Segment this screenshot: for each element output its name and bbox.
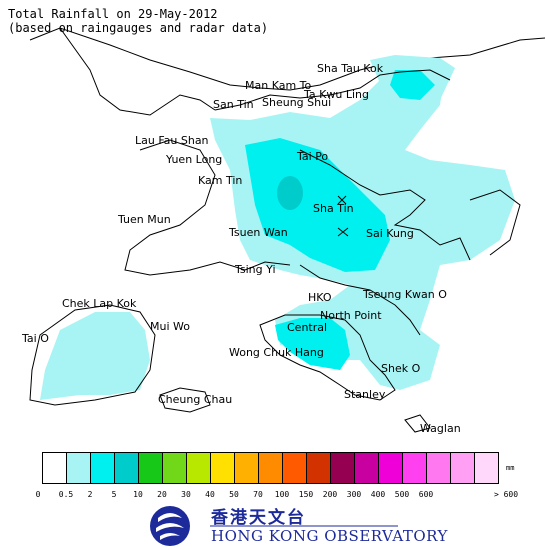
rain-area-moderate: [245, 138, 390, 272]
station-markers: [337, 195, 349, 237]
place-label: Wong Chuk Hang: [229, 346, 324, 359]
map-title: Total Rainfall on 29-May-2012 (based on …: [8, 7, 268, 35]
place-label: Chek Lap Kok: [62, 297, 137, 310]
rain-area-ne-core: [390, 70, 435, 100]
place-label: Tai Po: [296, 150, 328, 163]
legend-swatch: [90, 452, 115, 484]
place-label: Sai Kung: [366, 227, 414, 240]
legend-tick-label: 200: [322, 490, 338, 499]
logo-name-en: HONG KONG OBSERVATORY: [211, 527, 448, 545]
legend-swatch: [402, 452, 427, 484]
legend-tick-label: 0.5: [58, 490, 74, 499]
legend-swatch: [162, 452, 187, 484]
legend-tick-label: 500: [394, 490, 410, 499]
legend-tick-label: 40: [205, 490, 215, 499]
north-coast: [59, 27, 216, 116]
place-label: Shek O: [381, 362, 421, 375]
place-label: Kam Tin: [198, 174, 242, 187]
legend-tick-label: 400: [370, 490, 386, 499]
rain-area-lantau: [40, 312, 150, 400]
legend-tick-label: 100: [274, 490, 290, 499]
legend-swatch: [138, 452, 163, 484]
hko-emblem-icon: [150, 506, 190, 546]
place-label: HKO: [308, 291, 332, 304]
rain-area-heavy: [277, 176, 303, 210]
legend-tick-label: 600: [418, 490, 434, 499]
title-line-2: (based on raingauges and radar data): [8, 21, 269, 35]
place-label: Tuen Mun: [117, 213, 171, 226]
legend-tick-label: 50: [229, 490, 239, 499]
legend-swatch: [330, 452, 355, 484]
place-label: North Point: [320, 309, 382, 322]
place-label: Cheung Chau: [158, 393, 232, 406]
place-label: Tsuen Wan: [228, 226, 288, 239]
place-label: Mui Wo: [150, 320, 190, 333]
legend-tick-label: 10: [133, 490, 143, 499]
legend-swatch: [450, 452, 475, 484]
legend-swatch: [114, 452, 139, 484]
legend-tick-label: 30: [181, 490, 191, 499]
logo-name-cn: 香港天文台: [211, 508, 306, 528]
rainfall-map: Sha Tau Kok Man Kam To Ta Kwu Ling San T…: [21, 27, 545, 435]
legend-tick-label: 150: [298, 490, 314, 499]
legend-swatch: [210, 452, 235, 484]
legend-tick-label: 5: [111, 490, 117, 499]
place-label: Central: [287, 321, 327, 334]
legend-tick-label: 2: [87, 490, 93, 499]
title-line-1: Total Rainfall on 29-May-2012: [8, 7, 218, 21]
legend-swatch: [186, 452, 211, 484]
legend-swatch: [42, 452, 67, 484]
legend-swatch: [306, 452, 331, 484]
legend-swatch: [354, 452, 379, 484]
place-label: Tseung Kwan O: [362, 288, 447, 301]
legend-swatch: [474, 452, 499, 484]
legend-unit: mm: [506, 464, 515, 472]
legend-tick-label: > 600: [493, 490, 519, 499]
legend-tick-label: 70: [253, 490, 263, 499]
legend-swatch: [378, 452, 403, 484]
legend-swatch: [66, 452, 91, 484]
legend-tick-label: 20: [157, 490, 167, 499]
place-label: Ta Kwu Ling: [303, 88, 369, 101]
place-label: Tai O: [21, 332, 49, 345]
place-label: Yuen Long: [165, 153, 222, 166]
place-label: Sheung Shui: [262, 96, 331, 109]
legend-tick-label: 0: [35, 490, 41, 499]
place-label: Stanley: [344, 388, 386, 401]
legend-swatch: [426, 452, 451, 484]
place-label: Tsing Yi: [234, 263, 276, 276]
coastlines: [29, 69, 521, 433]
legend-swatch: [282, 452, 307, 484]
hko-logo: [150, 506, 398, 546]
legend-tick-label: 300: [346, 490, 362, 499]
place-label: Sha Tin: [313, 202, 354, 215]
place-label: Waglan: [420, 422, 461, 435]
rain-area-central: [275, 318, 350, 370]
legend-swatch: [234, 452, 259, 484]
place-label: Man Kam To: [245, 79, 312, 92]
place-label: Lau Fau Shan: [135, 134, 209, 147]
place-label: San Tin: [213, 98, 254, 111]
mainland-boundary: [29, 27, 545, 91]
legend-swatch: [258, 452, 283, 484]
place-label: Sha Tau Kok: [317, 62, 384, 75]
